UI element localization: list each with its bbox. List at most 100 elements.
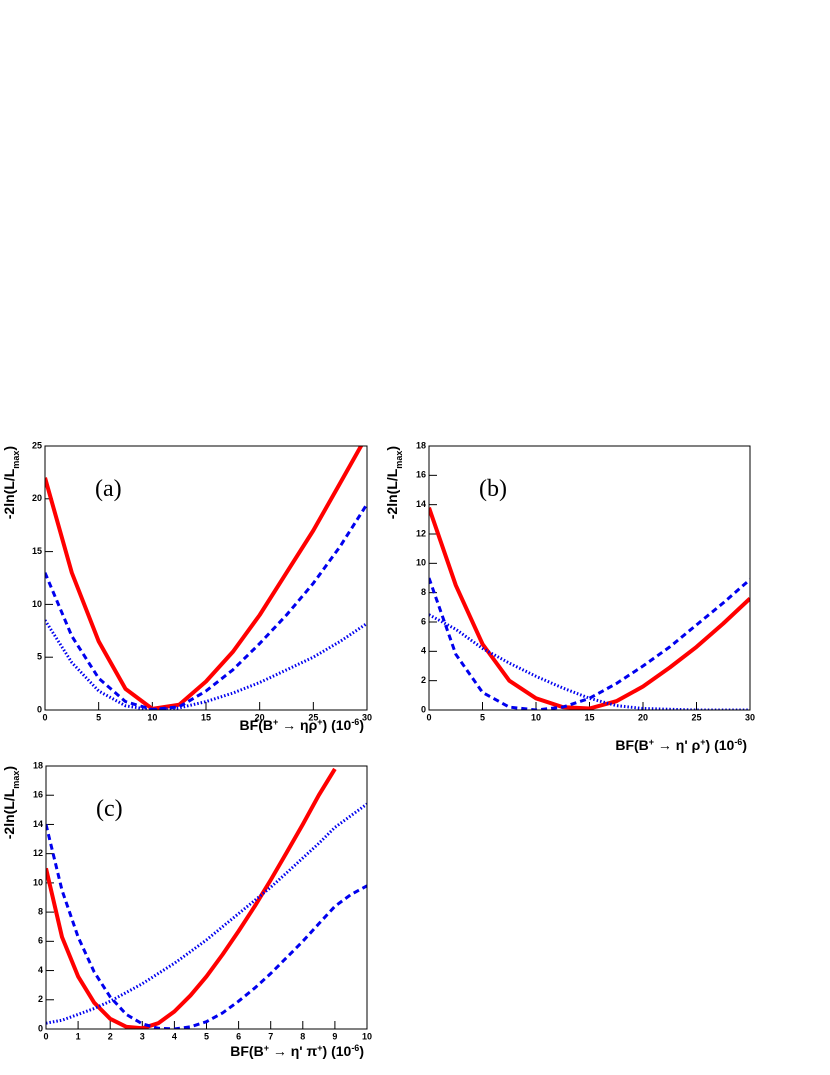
label-script: +	[264, 1043, 269, 1053]
label-script: max	[11, 451, 21, 469]
y-tick-label: 6	[38, 936, 43, 946]
label-part: -2ln(L/L	[384, 468, 400, 519]
x-axis-label: BF(B+ → η' ρ+) (10-6)	[615, 737, 747, 753]
label-script: +	[317, 1043, 322, 1053]
label-script: -6	[351, 717, 359, 727]
x-tick-label: 10	[531, 712, 541, 722]
label-part: -2ln(L/L	[1, 788, 17, 839]
label-part: )	[1, 766, 17, 771]
plot-frame	[44, 445, 368, 711]
label-script: +	[317, 717, 322, 727]
x-tick-label: 1	[76, 1031, 81, 1041]
y-tick-label: 16	[33, 790, 43, 800]
x-tick-label: 5	[480, 712, 485, 722]
curve	[46, 802, 367, 1025]
label-part: BF(B	[615, 737, 648, 753]
y-tick-label: 18	[416, 440, 426, 450]
panel-label: (a)	[95, 476, 122, 502]
label-part: → ηρ	[278, 717, 317, 733]
y-tick-label: 4	[38, 965, 43, 975]
x-axis-label: BF(B+ → η' π+) (10-6)	[230, 1043, 364, 1059]
y-tick-label: 8	[421, 587, 426, 597]
y-tick-label: 4	[421, 646, 426, 656]
label-part: → η' ρ	[654, 737, 701, 753]
x-tick-label: 0	[42, 712, 47, 722]
y-tick-label: 2	[421, 675, 426, 685]
plot-frame	[45, 765, 368, 1030]
label-script: -6	[351, 1043, 359, 1053]
x-tick-label: 5	[96, 712, 101, 722]
y-tick-label: 18	[33, 760, 43, 770]
x-tick-label: 0	[426, 712, 431, 722]
label-script: +	[273, 717, 278, 727]
label-part: BF(B	[230, 1043, 263, 1059]
panel-label: (b)	[479, 476, 507, 502]
x-tick-label: 6	[236, 1031, 241, 1041]
x-tick-label: 25	[308, 712, 318, 722]
label-script: +	[649, 737, 654, 747]
x-tick-label: 9	[332, 1031, 337, 1041]
y-tick-label: 10	[416, 558, 426, 568]
curve	[45, 619, 367, 710]
x-tick-label: 8	[300, 1031, 305, 1041]
x-axis-label: BF(B+ → ηρ+) (10-6)	[240, 717, 364, 733]
label-script: max	[11, 771, 21, 789]
y-tick-label: 25	[32, 440, 42, 450]
label-part: )	[359, 717, 364, 733]
y-tick-label: 8	[38, 906, 43, 916]
x-tick-label: 30	[362, 712, 372, 722]
curve	[429, 506, 750, 710]
label-part: → η' π	[269, 1043, 318, 1059]
label-part: ) (10	[323, 1043, 352, 1059]
x-tick-label: 10	[147, 712, 157, 722]
label-part: )	[742, 737, 747, 753]
label-part: )	[384, 446, 400, 451]
y-tick-label: 20	[32, 493, 42, 503]
label-script: max	[394, 451, 404, 469]
curve	[429, 613, 750, 710]
x-tick-label: 25	[691, 712, 701, 722]
x-tick-label: 15	[201, 712, 211, 722]
curve	[45, 446, 364, 710]
x-tick-label: 15	[584, 712, 594, 722]
y-tick-label: 6	[421, 616, 426, 626]
x-tick-label: 10	[362, 1031, 372, 1041]
y-tick-label: 15	[32, 546, 42, 556]
x-tick-label: 0	[43, 1031, 48, 1041]
curve	[45, 503, 367, 710]
plot-frame	[428, 445, 751, 711]
x-tick-label: 7	[268, 1031, 273, 1041]
y-tick-label: 2	[38, 994, 43, 1004]
y-tick-label: 0	[37, 704, 42, 714]
y-tick-label: 0	[421, 704, 426, 714]
x-tick-label: 5	[204, 1031, 209, 1041]
y-tick-label: 16	[416, 470, 426, 480]
x-tick-label: 20	[255, 712, 265, 722]
y-tick-label: 10	[32, 599, 42, 609]
label-part: -2ln(L/L	[1, 468, 17, 519]
label-part: ) (10	[706, 737, 735, 753]
label-part: BF(B	[240, 717, 273, 733]
curve	[46, 824, 367, 1029]
x-tick-label: 4	[172, 1031, 177, 1041]
label-part: ) (10	[323, 717, 352, 733]
x-tick-label: 3	[140, 1031, 145, 1041]
label-script: +	[700, 737, 705, 747]
x-tick-label: 20	[638, 712, 648, 722]
y-tick-label: 5	[37, 652, 42, 662]
label-part: )	[1, 446, 17, 451]
y-tick-label: 10	[33, 877, 43, 887]
y-tick-label: 12	[416, 528, 426, 538]
y-axis-label: -2ln(L/Lmax)	[1, 766, 21, 839]
y-tick-label: 12	[33, 848, 43, 858]
y-tick-label: 14	[416, 499, 426, 509]
y-axis-label: -2ln(L/Lmax)	[384, 446, 404, 519]
label-script: -6	[734, 737, 742, 747]
x-tick-label: 30	[745, 712, 755, 722]
y-tick-label: 0	[38, 1023, 43, 1033]
y-axis-label: -2ln(L/Lmax)	[1, 446, 21, 519]
